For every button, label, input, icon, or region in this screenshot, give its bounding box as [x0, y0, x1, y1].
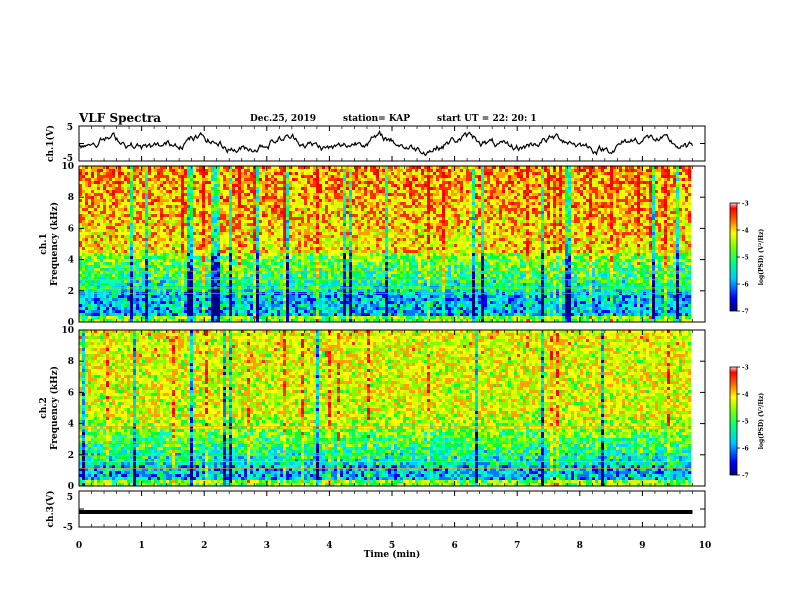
ch1-colorbar-label: log(PSD) (V²/Hz): [758, 229, 765, 286]
ch1-ytick-bottom: -5: [63, 154, 73, 164]
ytick1-label-2: 4: [68, 256, 74, 266]
ytick2-label-3: 6: [68, 388, 74, 398]
ytick1-label-4: 8: [68, 193, 74, 203]
ytick2-label-2: 4: [68, 420, 74, 430]
ytick1-label-1: 2: [68, 287, 74, 297]
ch3-ytick-bottom: -5: [63, 523, 73, 533]
ch1-colorbar-ticks: -3 -4 -5 -6 -7: [737, 201, 749, 316]
x-tick-label-0: 0: [76, 541, 82, 551]
x-tick-label-3: 3: [264, 541, 270, 551]
ch2-panel-name: ch.2: [39, 397, 49, 418]
x-tick-label-8: 8: [577, 541, 583, 551]
ch1-waveform-label: ch.1(V): [45, 125, 56, 162]
cbt2-label-1: -4: [742, 392, 749, 399]
cbt1-label-0: -3: [742, 201, 749, 208]
x-tick-label-7: 7: [514, 541, 520, 551]
ch2-yticks: 0 2 4 6 8 10: [61, 326, 705, 492]
ch3-waveform-label: ch.3(V): [45, 491, 56, 528]
ytick2-label-0: 0: [68, 482, 74, 492]
cbt1-label-1: -4: [742, 228, 749, 235]
ch2-spectrogram: [79, 330, 693, 487]
date-label: Dec.25, 2019: [250, 114, 316, 124]
ch2-ylabel: Frequency (kHz): [49, 366, 60, 450]
cbt2-label-3: -6: [742, 446, 749, 453]
x-axis-label: Time (min): [364, 549, 421, 560]
ch3-waveform-frame: [78, 490, 706, 528]
time-axis-ticks: 0 1 2 3 4 5 6 7 8 9 10: [76, 126, 711, 551]
x-tick-label-1: 1: [138, 541, 144, 551]
x-tick-label-10: 10: [699, 541, 712, 551]
ytick1-label-0: 0: [68, 318, 74, 328]
ch2-colorbar: [729, 366, 738, 476]
ytick2-label-5: 10: [61, 326, 74, 336]
start-time-label: start UT = 22: 20: 1: [437, 114, 537, 124]
ytick1-label-5: 10: [61, 162, 74, 172]
ch1-waveform-panel: 5 -5 ch.1(V): [45, 123, 706, 164]
ytick2-label-4: 8: [68, 357, 74, 367]
cbt1-label-4: -7: [742, 309, 749, 316]
x-tick-label-9: 9: [639, 541, 645, 551]
station-label: station= KAP: [343, 114, 410, 124]
ch2-colorbar-ticks: -3 -4 -5 -6 -7: [737, 365, 749, 480]
ch1-ytick-top: 5: [67, 123, 73, 133]
ch1-colorbar: [729, 202, 738, 312]
ch3-ytick-top: 5: [67, 493, 73, 503]
ch2-colorbar-label: log(PSD) (V²/Hz): [758, 393, 765, 450]
cbt1-label-3: -6: [742, 282, 749, 289]
x-tick-label-2: 2: [201, 541, 207, 551]
ytick1-label-3: 6: [68, 224, 74, 234]
ch1-yticks: 0 2 4 6 8 10: [61, 162, 705, 328]
cbt1-label-2: -5: [742, 255, 749, 262]
ch1-panel-name: ch.1: [39, 233, 49, 254]
chart-title: VLF Spectra: [79, 111, 161, 125]
cbt2-label-4: -7: [742, 473, 749, 480]
cbt2-label-0: -3: [742, 365, 749, 372]
ch1-waveform-line: [78, 129, 694, 157]
x-tick-label-5: 5: [389, 541, 395, 551]
ch3-waveform-panel: 5 -5 ch.3(V): [45, 490, 706, 533]
x-tick-label-6: 6: [451, 541, 457, 551]
ch1-spectrogram: [79, 166, 693, 323]
ytick2-label-1: 2: [68, 451, 74, 461]
cbt2-label-2: -5: [742, 419, 749, 426]
ch1-ylabel: Frequency (kHz): [49, 202, 60, 286]
x-tick-label-4: 4: [326, 541, 332, 551]
ch1-waveform-frame: [78, 125, 706, 162]
